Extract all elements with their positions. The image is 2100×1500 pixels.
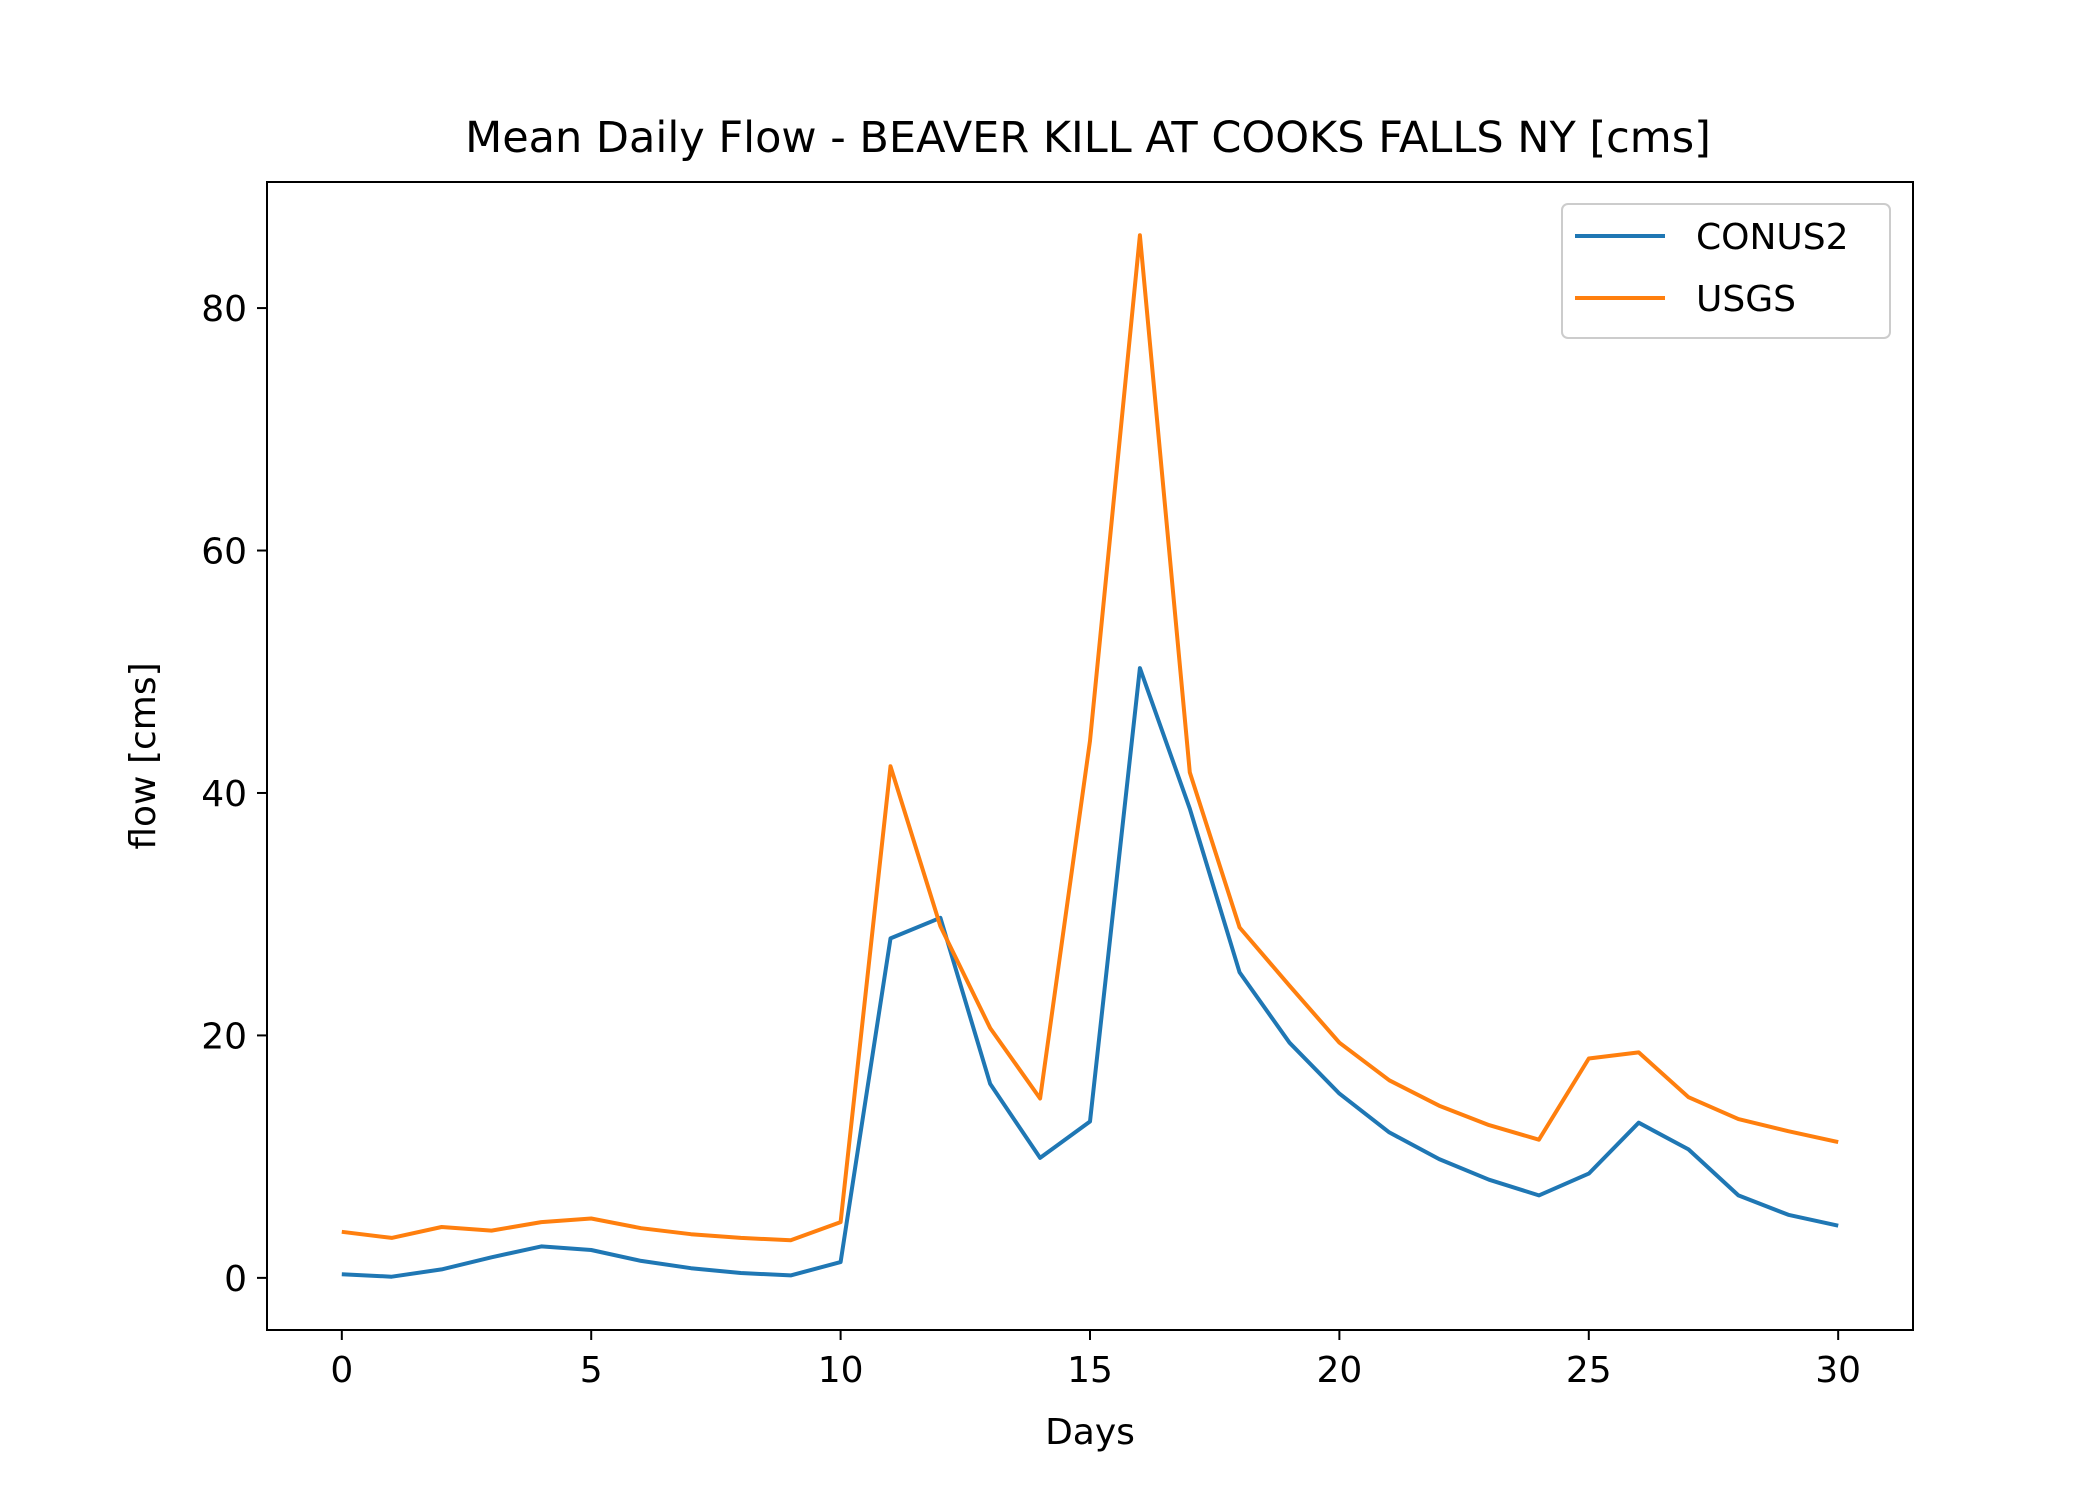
plot-area	[267, 182, 1913, 1330]
y-tick-label: 60	[201, 532, 247, 573]
y-tick-label: 80	[201, 289, 247, 330]
legend-label-conus2: CONUS2	[1696, 217, 1849, 258]
legend: CONUS2 USGS	[1561, 203, 1891, 339]
x-tick-label: 25	[1566, 1350, 1612, 1391]
x-tick-label: 0	[330, 1350, 353, 1391]
x-axis: 0 5 10 15 20 25 30	[330, 1330, 1861, 1391]
x-tick-label: 10	[818, 1350, 864, 1391]
y-axis: 0 20 40 60 80	[201, 289, 267, 1300]
y-tick-label: 20	[201, 1016, 247, 1057]
y-axis-label: flow [cms]	[123, 662, 164, 849]
chart-title: Mean Daily Flow - BEAVER KILL AT COOKS F…	[465, 113, 1711, 163]
x-tick-label: 15	[1067, 1350, 1113, 1391]
x-tick-label: 5	[580, 1350, 603, 1391]
series-layer	[341, 233, 1839, 1279]
y-tick-label: 40	[201, 774, 247, 815]
legend-label-usgs: USGS	[1696, 279, 1796, 320]
x-tick-label: 30	[1815, 1350, 1861, 1391]
y-tick-label: 0	[224, 1259, 247, 1300]
x-axis-label: Days	[1045, 1412, 1135, 1453]
x-tick-label: 20	[1316, 1350, 1362, 1391]
series-line-usgs	[341, 233, 1839, 1243]
series-line-conus2	[341, 666, 1839, 1279]
